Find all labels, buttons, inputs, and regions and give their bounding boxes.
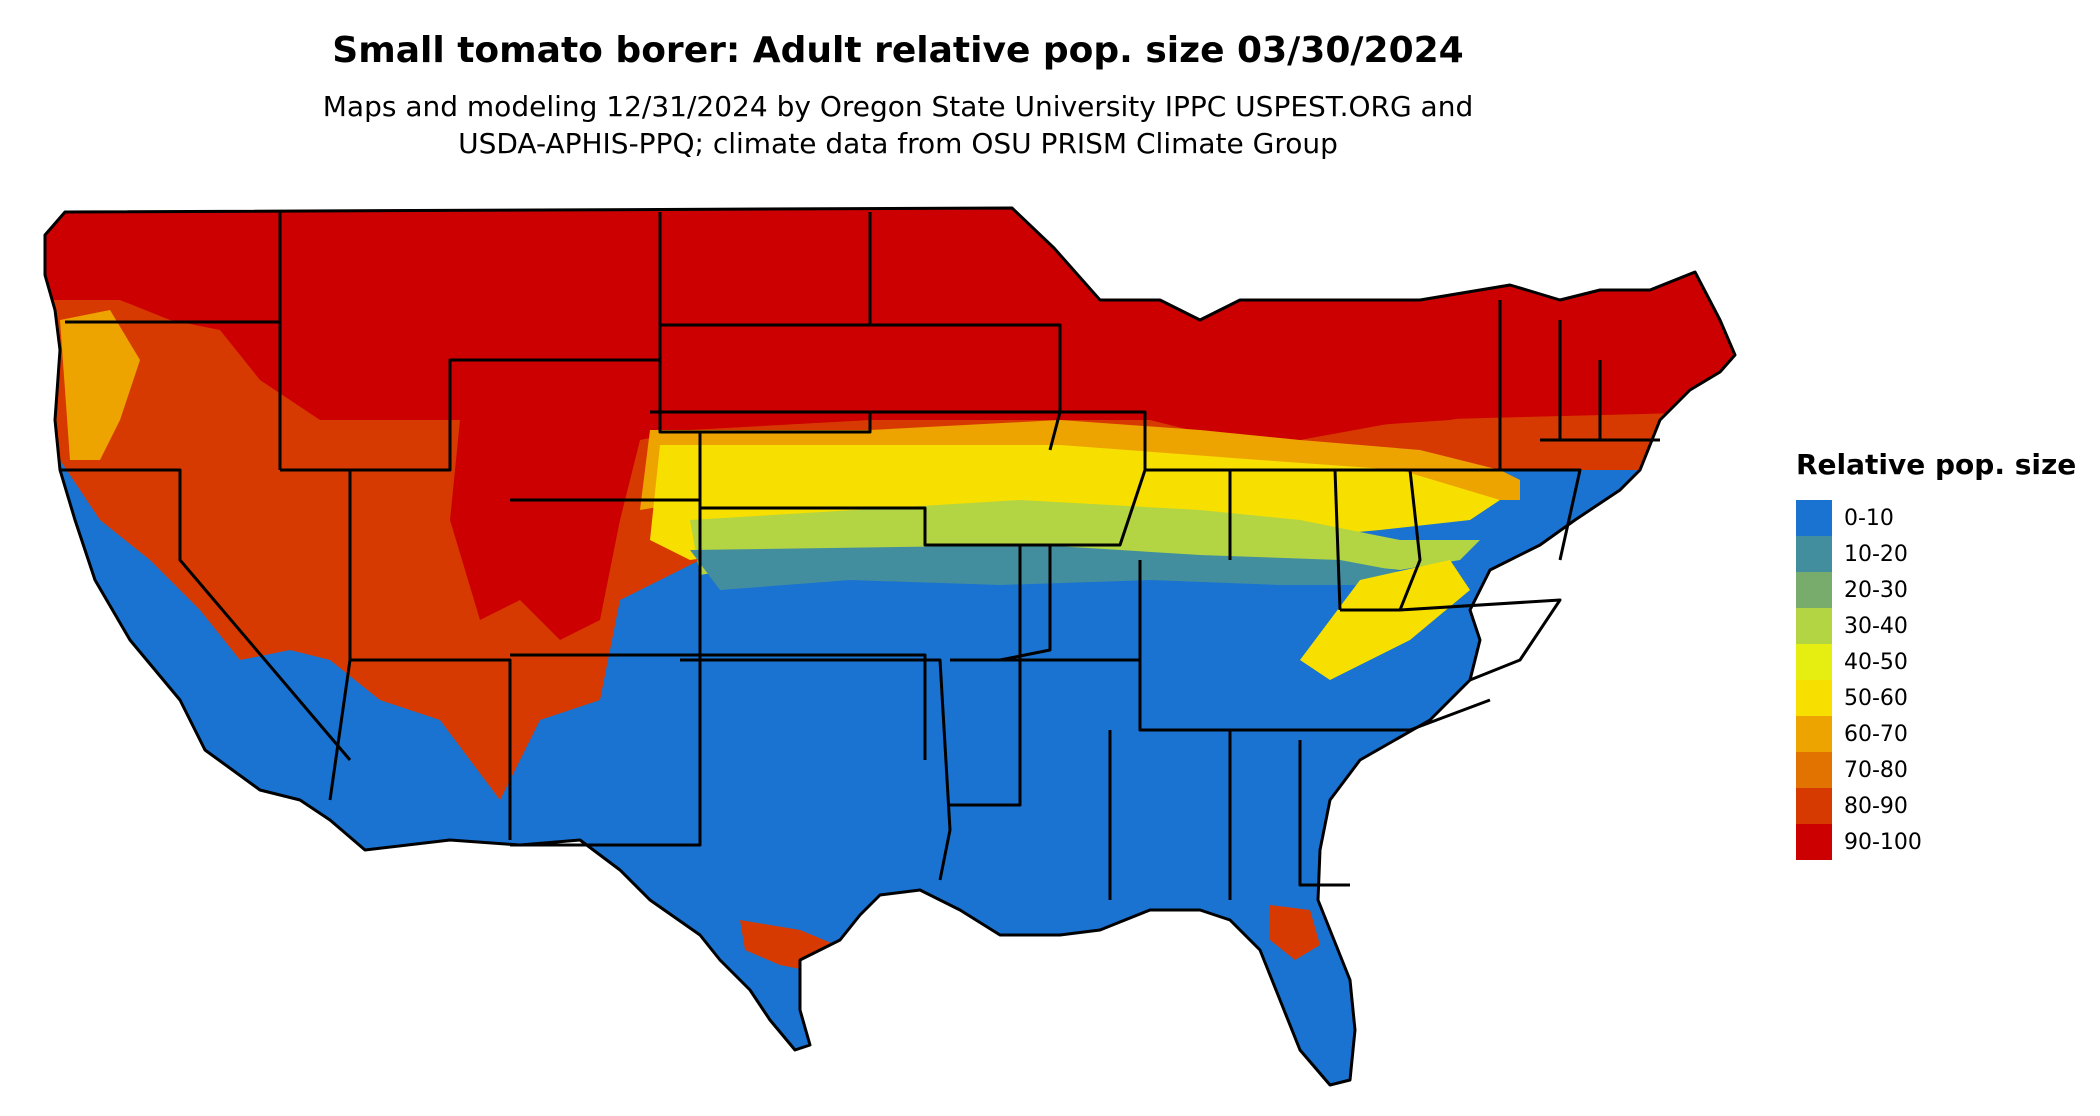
legend-swatch <box>1796 572 1832 608</box>
us-heat-map <box>43 206 1737 1087</box>
legend-label: 0-10 <box>1844 505 1894 531</box>
legend-item-70-80: 70-80 <box>1796 752 2096 788</box>
legend-label: 30-40 <box>1844 613 1908 639</box>
population-fill-layer <box>45 208 1735 1085</box>
legend-swatch <box>1796 752 1832 788</box>
legend-item-40-50: 40-50 <box>1796 644 2096 680</box>
legend-item-20-30: 20-30 <box>1796 572 2096 608</box>
legend-label: 50-60 <box>1844 685 1908 711</box>
legend-item-0-10: 0-10 <box>1796 500 2096 536</box>
state-boundaries <box>43 206 1737 1087</box>
legend-item-10-20: 10-20 <box>1796 536 2096 572</box>
legend-swatch <box>1796 716 1832 752</box>
subtitle-line-1: Maps and modeling 12/31/2024 by Oregon S… <box>322 90 1474 123</box>
map-fill-band-7 <box>690 545 1420 590</box>
legend-label: 20-30 <box>1844 577 1908 603</box>
legend-label: 70-80 <box>1844 757 1908 783</box>
legend-title: Relative pop. size <box>1796 448 2077 481</box>
legend-swatch <box>1796 536 1832 572</box>
legend-item-60-70: 60-70 <box>1796 716 2096 752</box>
map-title: Small tomato borer: Adult relative pop. … <box>332 30 1464 71</box>
legend-item-50-60: 50-60 <box>1796 680 2096 716</box>
legend-item-30-40: 30-40 <box>1796 608 2096 644</box>
subtitle-line-2: USDA-APHIS-PPQ; climate data from OSU PR… <box>458 127 1338 160</box>
legend-item-80-90: 80-90 <box>1796 788 2096 824</box>
map-subtitle: Maps and modeling 12/31/2024 by Oregon S… <box>0 88 1796 162</box>
map-fill-band-10 <box>1270 905 1320 960</box>
legend-label: 80-90 <box>1844 793 1908 819</box>
legend-label: 10-20 <box>1844 541 1908 567</box>
map-fill-band-8 <box>60 310 140 460</box>
legend-swatch <box>1796 788 1832 824</box>
legend-item-90-100: 90-100 <box>1796 824 2096 860</box>
legend-items: 0-10 10-20 20-30 30-40 40-50 50-60 60-70 70-80 8… <box>1796 500 2096 860</box>
legend-swatch <box>1796 824 1832 860</box>
map-fill-band-11 <box>1300 560 1470 680</box>
legend-swatch <box>1796 500 1832 536</box>
legend-swatch <box>1796 644 1832 680</box>
legend-label: 40-50 <box>1844 649 1908 675</box>
legend-label: 90-100 <box>1844 829 1922 855</box>
legend: Relative pop. size 0-10 10-20 20-30 30-40 40… <box>1796 448 2096 860</box>
legend-swatch <box>1796 680 1832 716</box>
legend-label: 60-70 <box>1844 721 1908 747</box>
legend-swatch <box>1796 608 1832 644</box>
